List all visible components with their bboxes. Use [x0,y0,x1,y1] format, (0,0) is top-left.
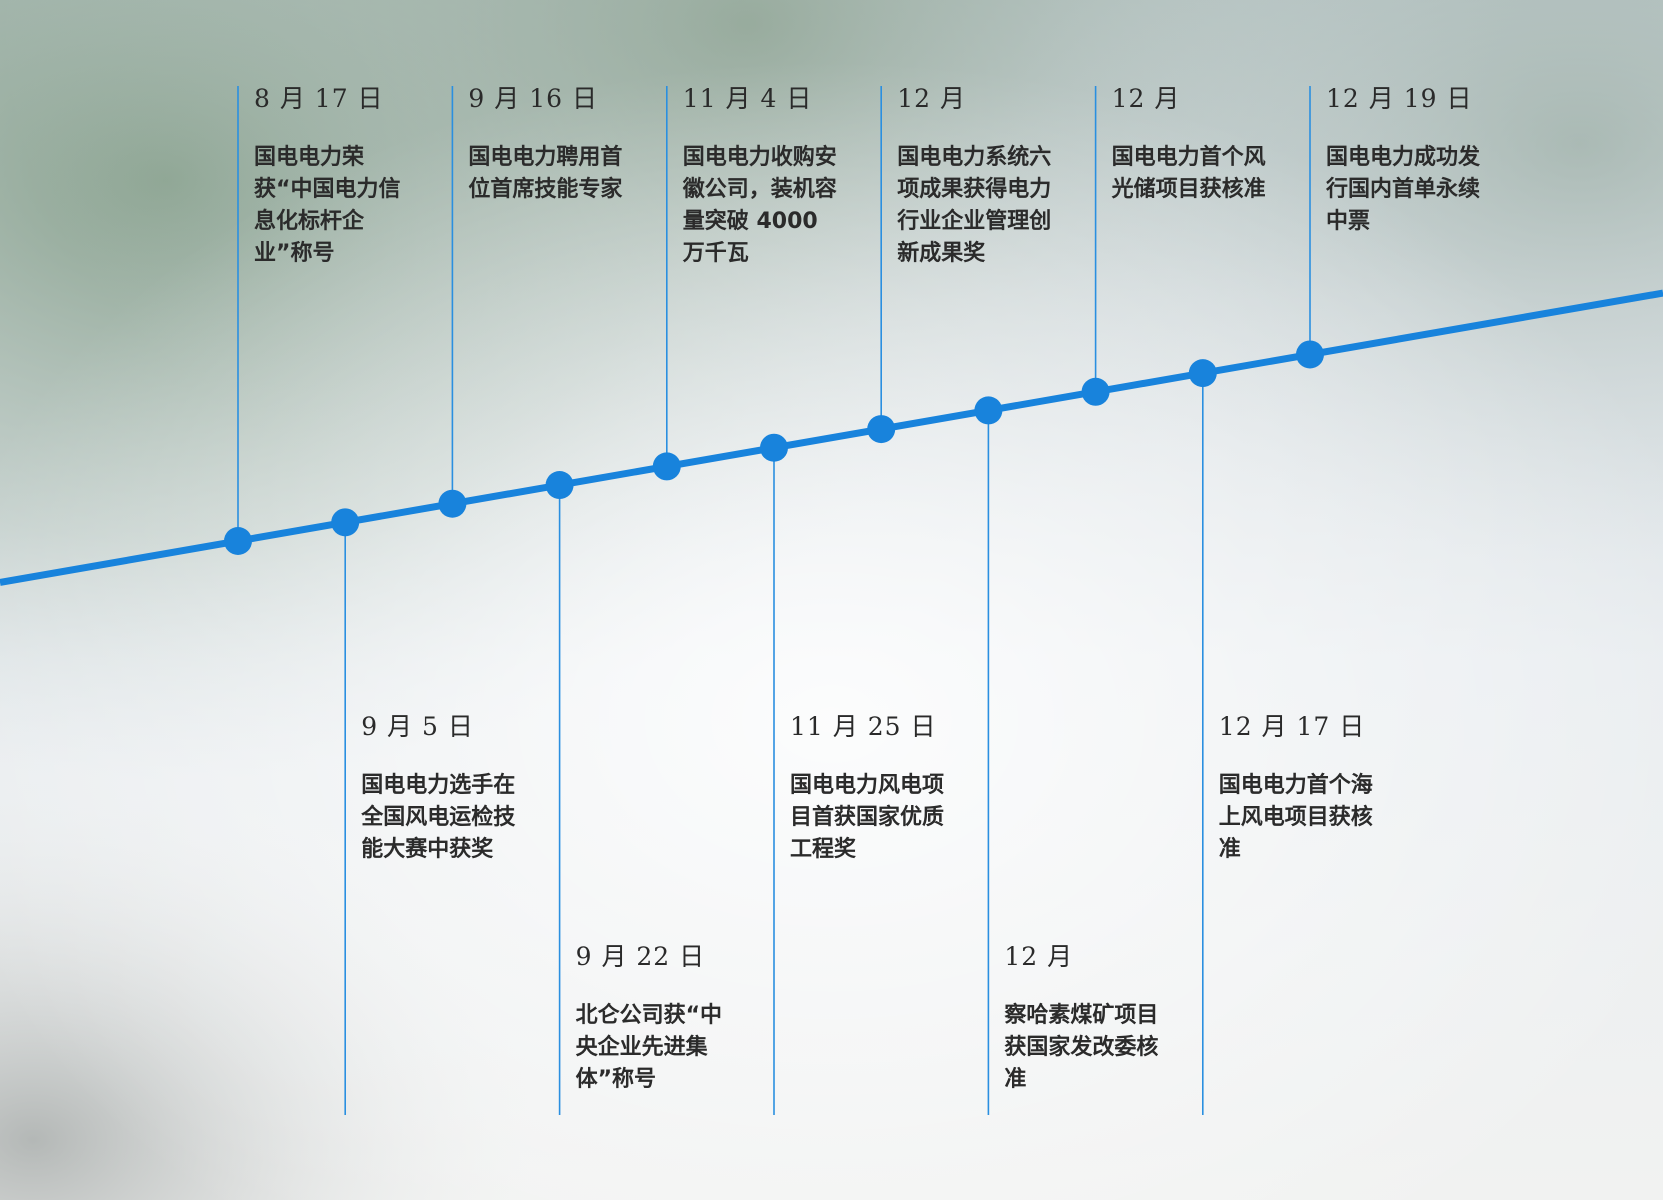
event-date: 9 月 22 日 [575,942,706,971]
timeline-node [1188,359,1217,388]
event-date: 8 月 17 日 [254,84,384,113]
timeline-event: 9 月 16 日国电电力聘用首位首席技能专家 [468,84,628,206]
timeline-node [1081,377,1110,406]
timeline-event: 12 月察哈素煤矿项目获国家发改委核准 [1004,942,1164,1096]
event-date: 9 月 5 日 [361,712,474,741]
event-description: 国电电力风电项目首获国家优质工程奖 [790,773,945,862]
timeline-event: 12 月 17 日国电电力首个海上风电项目获核准 [1219,712,1379,866]
event-description: 国电电力选手在全国风电运检技能大赛中获奖 [361,773,516,862]
timeline-node [652,452,681,481]
event-date: 9 月 16 日 [468,84,598,113]
timeline-event: 12 月国电电力系统六项成果获得电力行业企业管理创新成果奖 [897,84,1057,270]
timeline-event: 9 月 22 日北仑公司获“中央企业先进集体”称号 [576,942,736,1096]
timeline-event: 11 月 4 日国电电力收购安徽公司，装机容量突破 4000 万千瓦 [683,84,843,270]
event-date: 11 月 4 日 [682,84,813,113]
event-description: 国电电力首个海上风电项目获核准 [1218,773,1373,862]
event-date: 12 月 [897,84,966,113]
event-description: 察哈素煤矿项目获国家发改委核准 [1004,1003,1159,1092]
timeline-event: 12 月国电电力首个风光储项目获核准 [1112,84,1272,206]
timeline-node [545,471,574,500]
event-description: 北仑公司获“中央企业先进集体”称号 [575,1003,723,1092]
event-date: 12 月 [1111,84,1181,113]
timeline-node [1296,340,1324,369]
timeline-axis-line [0,289,1663,586]
timeline-event: 9 月 5 日国电电力选手在全国风电运检技能大赛中获奖 [361,712,521,866]
event-description: 国电电力系统六项成果获得电力行业企业管理创新成果奖 [897,145,1052,266]
timeline-node [867,415,896,444]
timeline-node [224,527,252,555]
event-description: 国电电力荣获“中国电力信息化标杆企业”称号 [254,145,401,266]
timeline-event: 11 月 25 日国电电力风电项目首获国家优质工程奖 [790,712,950,866]
event-description: 国电电力成功发行国内首单永续中票 [1326,145,1481,234]
event-description: 国电电力收购安徽公司，装机容量突破 4000 万千瓦 [682,145,837,266]
event-description: 国电电力聘用首位首席技能专家 [468,145,623,202]
event-description: 国电电力首个风光储项目获核准 [1111,145,1266,202]
timeline-node [760,433,788,462]
event-date: 12 月 [1004,942,1074,971]
timeline-node [331,508,360,537]
event-date: 11 月 25 日 [790,712,937,741]
event-date: 12 月 19 日 [1326,84,1473,113]
timeline-node [438,489,467,518]
timeline-event: 12 月 19 日国电电力成功发行国内首单永续中票 [1326,84,1486,238]
timeline-event: 8 月 17 日国电电力荣获“中国电力信息化标杆企业”称号 [254,84,414,270]
timeline-node [974,396,1003,425]
event-date: 12 月 17 日 [1218,712,1366,741]
